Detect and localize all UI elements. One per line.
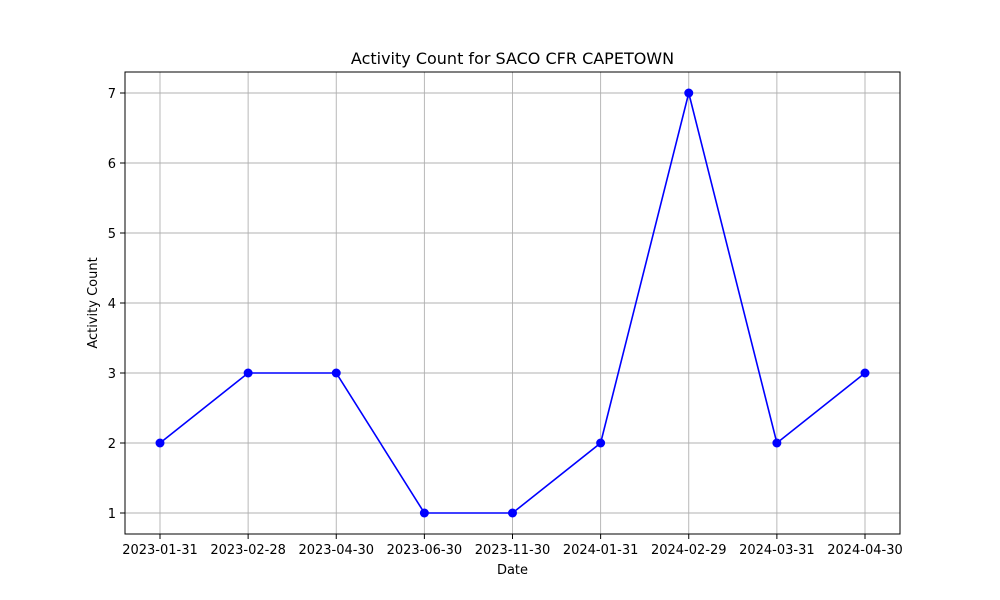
x-tick-label: 2023-06-30 — [387, 543, 463, 558]
x-axis-label: Date — [497, 563, 528, 578]
x-tick-label: 2024-01-31 — [563, 543, 639, 558]
x-tick-label: 2023-01-31 — [122, 543, 198, 558]
data-point — [684, 88, 694, 98]
data-point — [331, 368, 341, 378]
x-tick-label: 2024-03-31 — [739, 543, 815, 558]
y-tick-label: 3 — [108, 367, 116, 382]
data-point — [772, 438, 782, 448]
data-point — [860, 368, 870, 378]
data-point — [243, 368, 253, 378]
y-tick-label: 2 — [108, 437, 116, 452]
y-tick-label: 5 — [108, 227, 116, 242]
y-axis-label: Activity Count — [86, 257, 101, 348]
y-tick-label: 6 — [108, 157, 116, 172]
data-point — [155, 438, 165, 448]
data-series — [155, 88, 870, 518]
axis-ticks: 2023-01-31 2023-02-28 2023-04-30 2023-06-30… — [108, 87, 903, 558]
y-tick-label: 7 — [108, 87, 116, 102]
x-tick-label: 2023-04-30 — [298, 543, 374, 558]
data-point — [596, 438, 606, 448]
y-tick-label: 1 — [108, 507, 116, 522]
data-point — [508, 508, 517, 518]
x-tick-label: 2023-11-30 — [475, 543, 551, 558]
chart-title: Activity Count for SACO CFR CAPETOWN — [351, 49, 674, 68]
x-tick-label: 2024-02-29 — [651, 543, 727, 558]
y-tick-label: 4 — [108, 297, 116, 312]
data-point — [419, 508, 429, 518]
x-tick-label: 2024-04-30 — [827, 543, 903, 558]
x-tick-label: 2023-02-28 — [210, 543, 286, 558]
